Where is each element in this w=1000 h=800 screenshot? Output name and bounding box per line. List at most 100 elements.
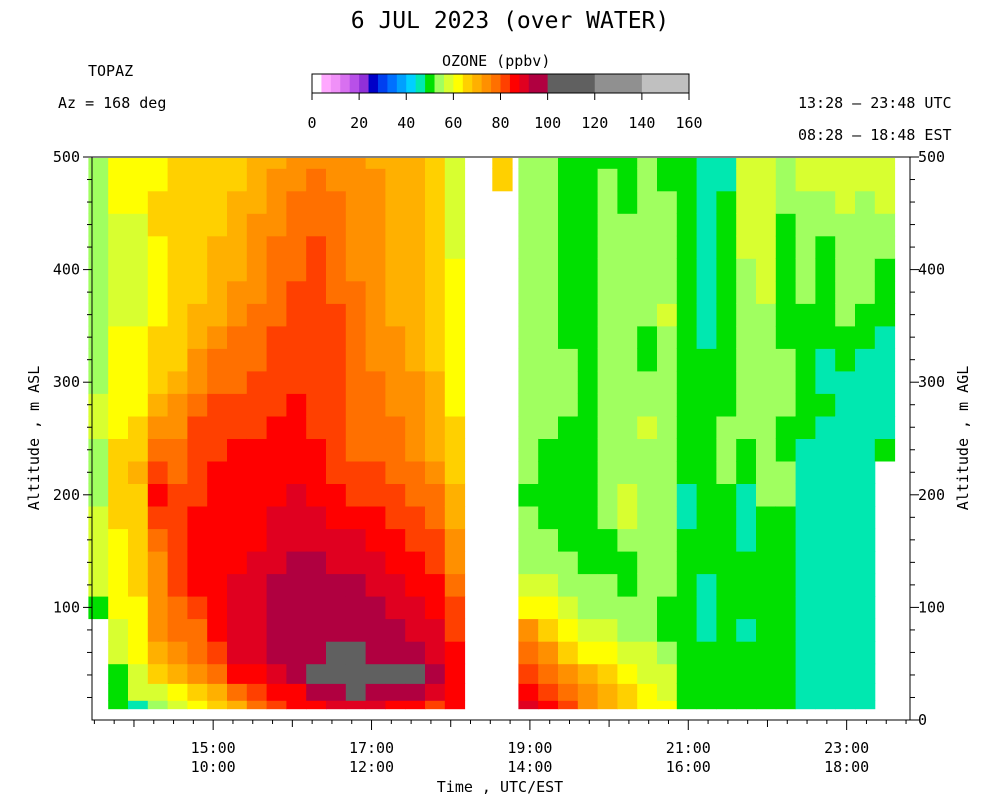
heatmap-cell [365, 461, 386, 484]
heatmap-cell [444, 393, 466, 417]
heatmap-cell [538, 483, 559, 507]
heatmap-cell [676, 348, 698, 372]
heatmap-cell [855, 416, 876, 439]
heatmap-cell [425, 683, 446, 701]
heatmap-cell [617, 258, 638, 282]
heatmap-cell [444, 235, 466, 259]
heatmap-cell [365, 641, 386, 665]
heatmap-cell [227, 683, 248, 701]
heatmap-cell [637, 213, 658, 237]
heatmap-cell [365, 393, 386, 417]
heatmap-cell [637, 483, 658, 507]
heatmap-cell [425, 303, 446, 327]
heatmap-cell [365, 416, 386, 439]
heatmap-cell [835, 596, 856, 620]
heatmap-cell [88, 551, 109, 575]
heatmap-cell [227, 596, 248, 620]
heatmap-cell [444, 618, 466, 642]
heatmap-cell [756, 213, 777, 237]
heatmap-cell [88, 528, 109, 552]
heatmap-cell [108, 618, 129, 642]
heatmap-cell [577, 700, 599, 710]
heatmap-cell [795, 235, 816, 259]
heatmap-cell [286, 573, 307, 597]
heatmap-cell [326, 280, 347, 304]
heatmap-cell [756, 325, 777, 349]
heatmap-cell [108, 416, 129, 439]
heatmap-cell [716, 393, 737, 417]
heatmap-cell [306, 438, 327, 462]
heatmap-cell [756, 190, 777, 214]
heatmap-cell [108, 506, 129, 530]
heatmap-cell [716, 416, 737, 439]
heatmap-cell [326, 325, 347, 349]
heatmap-cell [306, 325, 327, 349]
heatmap-cell [425, 393, 446, 417]
heatmap-cell [696, 393, 717, 417]
heatmap-cell [365, 280, 386, 304]
heatmap-cell [815, 213, 836, 237]
heatmap-cell [326, 190, 347, 214]
heatmap-cell [637, 618, 658, 642]
heatmap-cell [835, 461, 856, 484]
heatmap-cell [775, 596, 797, 620]
heatmap-cell [518, 683, 539, 701]
heatmap-cell [775, 348, 797, 372]
heatmap-cell [187, 393, 208, 417]
heatmap-cell [492, 158, 513, 169]
colorbar-tick-label-0: 0 [307, 114, 316, 132]
heatmap-cell [147, 303, 169, 327]
heatmap-cell [815, 190, 836, 214]
heatmap-cell [187, 190, 208, 214]
heatmap-cells [88, 158, 896, 710]
heatmap-cell [405, 683, 426, 701]
heatmap-cell [306, 683, 327, 701]
heatmap-cell [855, 325, 876, 349]
heatmap-cell [617, 700, 638, 710]
heatmap-cell [444, 158, 466, 169]
heatmap-cell [128, 303, 149, 327]
heatmap-cell [617, 438, 638, 462]
heatmap-cell [835, 438, 856, 462]
heatmap-cell [538, 325, 559, 349]
heatmap-cell [326, 683, 347, 701]
heatmap-cell [874, 168, 896, 192]
heatmap-cell [425, 370, 446, 394]
heatmap-cell [167, 168, 188, 192]
heatmap-cell [538, 158, 559, 169]
heatmap-cell [795, 258, 816, 282]
heatmap-cell [187, 700, 208, 710]
heatmap-cell [775, 303, 797, 327]
heatmap-cell [345, 573, 367, 597]
heatmap-cell [306, 461, 327, 484]
heatmap-cell [835, 483, 856, 507]
heatmap-cell [795, 461, 816, 484]
heatmap-cell [385, 190, 406, 214]
heatmap-cell [855, 168, 876, 192]
heatmap-cell [617, 303, 638, 327]
heatmap-cell [405, 258, 426, 282]
heatmap-cell [385, 235, 406, 259]
heatmap-cell [246, 235, 268, 259]
heatmap-cell [756, 416, 777, 439]
heatmap-cell [444, 213, 466, 237]
heatmap-cell [676, 190, 698, 214]
heatmap-cell [88, 348, 109, 372]
heatmap-cell [128, 461, 149, 484]
heatmap-cell [167, 683, 188, 701]
heatmap-cell [207, 393, 228, 417]
heatmap-cell [425, 618, 446, 642]
y-right-tick-label: 200 [918, 486, 945, 504]
heatmap-cell [187, 158, 208, 169]
heatmap-cell [696, 190, 717, 214]
heatmap-cell [716, 438, 737, 462]
heatmap-cell [597, 348, 618, 372]
heatmap-cell [597, 461, 618, 484]
heatmap-cell [617, 168, 638, 192]
heatmap-cell [597, 213, 618, 237]
heatmap-cell [227, 258, 248, 282]
heatmap-cell [147, 168, 169, 192]
heatmap-cell [167, 663, 188, 684]
heatmap-cell [597, 483, 618, 507]
heatmap-cell [266, 168, 287, 192]
